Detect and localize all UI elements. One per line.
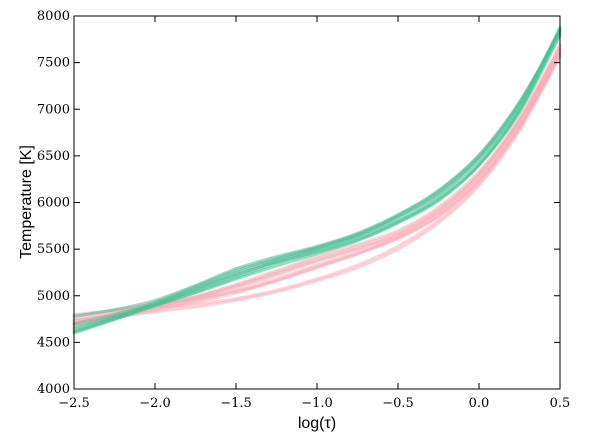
series-line-pink-14 [72,52,562,316]
y-tick-label: 4500 [37,335,70,350]
series-line-green-2 [72,29,562,333]
x-tick-label: −0.5 [382,396,414,411]
y-tick-label: 6000 [37,196,70,211]
series-line-green-6 [72,34,562,329]
x-axis-label: log(τ) [298,415,336,432]
series-line-green-1 [72,25,562,334]
plot-frame [73,15,561,390]
x-tick-label: −1.0 [301,396,333,411]
series-line-pink-10 [72,53,562,327]
series-line-pink-12 [72,47,562,326]
y-tick-label: 7500 [37,56,70,71]
y-tick-label: 5000 [37,289,70,304]
y-tick-label: 7000 [37,102,70,117]
series-line-pink-7 [72,48,562,328]
y-axis-label: Temperature [K] [18,145,35,259]
x-tick-label: −2.5 [58,396,90,411]
y-tick-label: 4000 [37,382,70,397]
x-tick-label: −2.0 [139,396,171,411]
x-tick-label: 0.0 [469,396,490,411]
y-tick-label: 5500 [37,242,70,257]
x-tick-label: −1.5 [220,396,252,411]
x-tick-label: 0.5 [550,396,571,411]
series-line-green-5 [72,32,562,331]
series-line-green-4 [72,30,562,318]
y-tick-label: 8000 [37,9,70,24]
series-line-pink-11 [72,49,562,318]
series-line-green-0 [72,27,562,335]
series-line-pink-13 [72,55,562,322]
y-tick-label: 6500 [37,149,70,164]
ticks-layer: −2.5 −2.0 −1.5 −1.0 −0.5 0.0 0.5 4000 4500 5000 55… [37,9,570,411]
series-layer [72,25,562,335]
